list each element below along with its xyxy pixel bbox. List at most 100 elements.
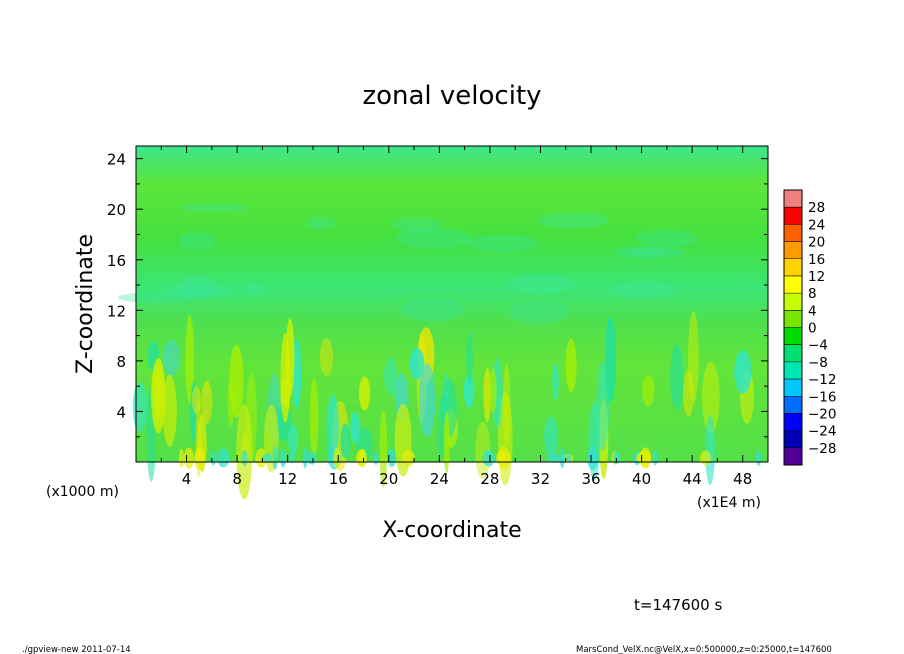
x-tick-label: 12 <box>278 470 297 488</box>
x-tick-label: 48 <box>733 470 752 488</box>
field-patch <box>160 284 237 299</box>
colorbar-swatch <box>784 361 802 380</box>
colorbar-label: 24 <box>808 217 825 233</box>
field-surface-cell <box>358 448 367 468</box>
y-tick-label: 4 <box>116 403 126 421</box>
field-surface-cell <box>307 451 317 465</box>
time-label: t=147600 s <box>634 596 722 614</box>
plot-frame <box>135 145 769 463</box>
chart-title: zonal velocity <box>362 81 541 111</box>
field-patch <box>392 217 442 233</box>
field-surface-cell <box>255 448 267 468</box>
field-patch <box>394 228 472 249</box>
field-plume <box>466 331 473 384</box>
colorbar-swatch <box>784 224 802 242</box>
field-surface-cell <box>194 446 205 470</box>
x-tick-label: 24 <box>430 470 449 488</box>
colorbar-swatch <box>784 447 802 466</box>
field-surface-cell <box>496 450 507 466</box>
colorbar-label: −12 <box>808 372 837 388</box>
footer-left: ./gpview-new 2011-07-14 <box>22 645 131 654</box>
field-plume <box>192 385 201 415</box>
x-axis-ticks: 4 8 12 16 20 24 28 32 36 40 44 48 <box>160 146 752 488</box>
field-plume <box>132 382 148 432</box>
colorbar-swatch <box>784 310 802 328</box>
x-tick-label: 36 <box>581 470 600 488</box>
colorbar-swatch <box>784 293 802 311</box>
colorbar-swatch <box>784 344 802 363</box>
field-plume <box>705 415 715 485</box>
field-plume <box>642 374 655 407</box>
field-surface-cell <box>333 447 341 469</box>
field-patch <box>242 282 264 296</box>
colorbar-label: 0 <box>808 321 817 337</box>
field-plume <box>319 338 333 376</box>
colorbar-swatch <box>784 275 802 294</box>
x-tick-label: 32 <box>531 470 550 488</box>
field-plume <box>358 376 371 411</box>
plot-area <box>118 145 769 500</box>
field-patch <box>118 292 197 303</box>
field-plume <box>151 358 166 434</box>
field-plume <box>288 423 299 456</box>
colorbar-swatch <box>784 413 802 431</box>
field-plume <box>483 368 491 423</box>
field-plume <box>409 348 425 380</box>
y-tick-label: 24 <box>107 151 126 169</box>
field-plume <box>227 379 235 427</box>
field-surface-cell <box>756 450 762 466</box>
field-patch <box>306 216 335 230</box>
x-axis-label: X-coordinate <box>382 518 521 543</box>
field-plume <box>285 318 295 396</box>
field-plume <box>326 394 339 462</box>
colorbar-label: −4 <box>808 338 828 354</box>
field-plume <box>489 368 497 414</box>
y-axis-ticks: 4 8 12 16 20 24 <box>107 151 768 438</box>
field-plume <box>292 339 302 409</box>
field-plume <box>418 363 436 438</box>
field-patch <box>635 229 698 247</box>
field-plume <box>350 411 360 443</box>
x-unit-right: (x1E4 m) <box>697 495 761 511</box>
x-tick-label: 8 <box>232 470 242 488</box>
colorbar-label: −28 <box>808 441 837 457</box>
x-tick-label: 44 <box>683 470 702 488</box>
field-plume <box>688 311 699 404</box>
colorbar-label: −16 <box>808 389 837 405</box>
field-surface-cell <box>288 452 295 464</box>
colorbar-label: 8 <box>808 286 817 302</box>
field-plume <box>463 374 475 408</box>
field-plume <box>383 357 398 395</box>
field-surface-cell <box>587 446 599 470</box>
field-surface-cell <box>506 452 511 464</box>
x-tick-label: 20 <box>379 470 398 488</box>
field-plume <box>565 338 577 393</box>
field-surface-cell <box>280 448 286 468</box>
y-tick-label: 20 <box>107 201 126 219</box>
y-tick-label: 16 <box>107 252 126 270</box>
colorbar-label: −8 <box>808 355 828 371</box>
field-patch <box>177 232 216 250</box>
field-plume <box>379 410 388 488</box>
colorbar-swatch <box>784 207 802 225</box>
colorbar-label: 12 <box>808 269 825 285</box>
field-plume <box>734 350 752 394</box>
colorbar-swatch <box>784 327 802 345</box>
field-surface-cell <box>241 449 248 467</box>
field-plume <box>544 416 559 457</box>
field-plume <box>201 380 213 424</box>
field-surface-cell <box>401 449 415 467</box>
field-patch <box>508 301 569 324</box>
colorbar-label: −20 <box>808 406 837 422</box>
field-surface-cell <box>699 450 712 466</box>
field-patch <box>180 203 249 212</box>
footer-right: MarsCond_VelX.nc@VelX,x=0:500000,z=0:250… <box>576 645 832 654</box>
colorbar-label: 16 <box>808 252 825 268</box>
colorbar-swatch <box>784 430 802 449</box>
field-patch <box>179 275 217 298</box>
field-patch <box>627 246 686 259</box>
field-plume <box>162 340 180 377</box>
field-patch <box>400 298 465 322</box>
